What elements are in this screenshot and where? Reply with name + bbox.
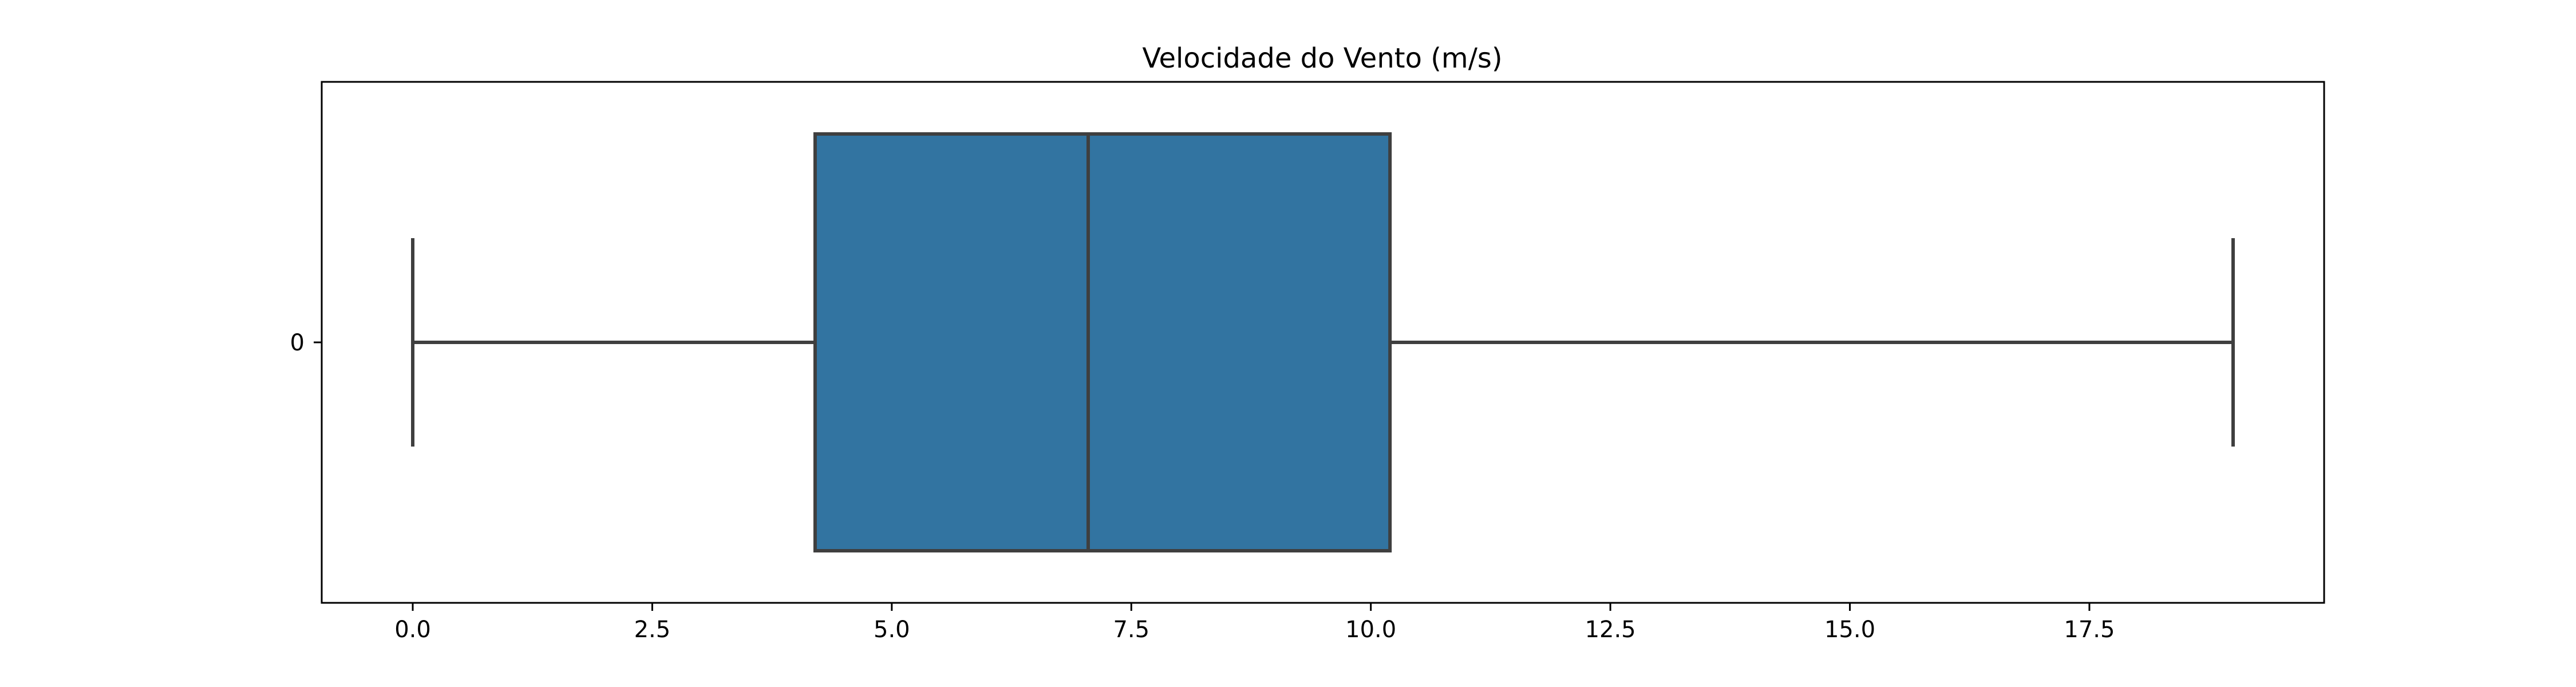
box-series	[411, 132, 2235, 552]
x-tick-label: 2.5	[634, 617, 671, 643]
y-axis-ticks: 0	[290, 330, 322, 356]
x-tick-label: 15.0	[1824, 617, 1875, 643]
y-tick-label: 0	[290, 330, 305, 356]
chart-title: Velocidade do Vento (m/s)	[1142, 42, 1502, 74]
x-tick-label: 10.0	[1345, 617, 1396, 643]
x-tick-label: 17.5	[2064, 617, 2115, 643]
iqr-box	[813, 132, 1392, 552]
x-tick-label: 7.5	[1113, 617, 1149, 643]
x-tick-label: 5.0	[874, 617, 910, 643]
x-tick-label: 12.5	[1585, 617, 1636, 643]
x-axis-ticks: 0.0 2.5 5.0 7.5 10.0 12.5 15.0 17.5	[394, 603, 2115, 643]
x-tick-label: 0.0	[394, 617, 431, 643]
